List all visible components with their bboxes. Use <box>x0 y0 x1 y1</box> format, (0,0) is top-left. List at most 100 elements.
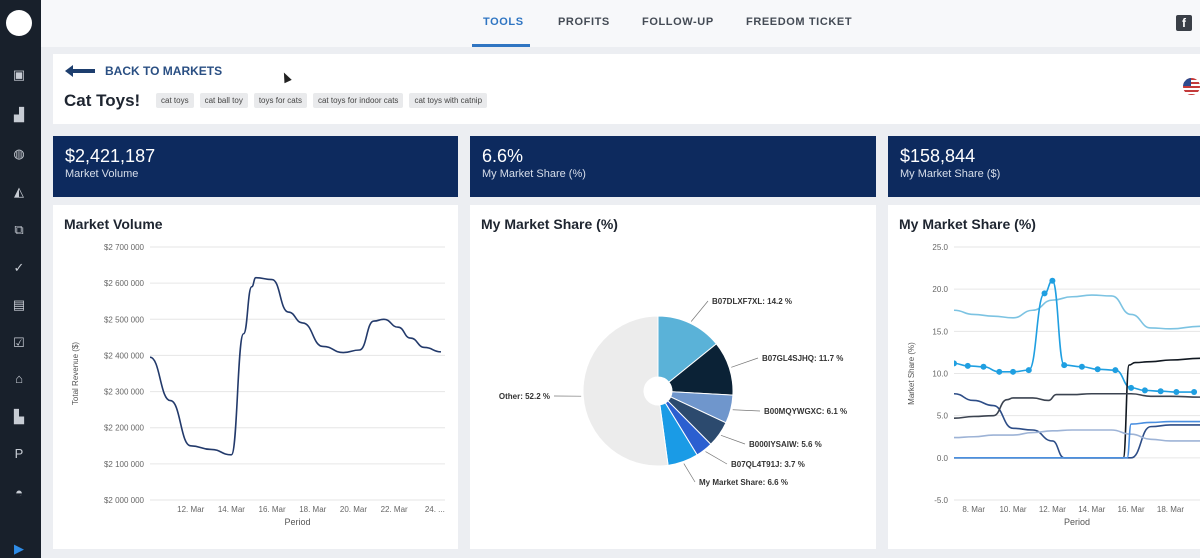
pie-label-leader <box>683 463 696 483</box>
top-nav: TOOLS PROFITS FOLLOW-UP FREEDOM TICKET <box>41 0 1200 47</box>
x-axis-label: Period <box>284 517 310 527</box>
market-volume-chart[interactable]: $2 000 000 $2 100 000 $2 200 000 $2 300 000… <box>53 205 458 549</box>
arrow-left-icon <box>65 64 95 78</box>
x-tick-label: 12. Mar <box>1039 505 1066 514</box>
kpi-market-share-pct: 6.6% My Market Share (%) <box>470 136 876 197</box>
data-point <box>1173 389 1180 396</box>
pie-label-leader <box>731 357 759 368</box>
keyword-chip[interactable]: cat toys for indoor cats <box>312 93 404 108</box>
truck-icon[interactable]: ▙ <box>14 409 24 424</box>
y-tick-label: 15.0 <box>932 327 948 336</box>
y-axis-label: Market Share (%) <box>907 342 916 405</box>
chart-title: My Market Share (%) <box>481 216 618 232</box>
lamp-icon[interactable]: ◓ <box>15 485 23 500</box>
x-tick-label: 18. Mar <box>1157 505 1184 514</box>
sidebar: ▣ ▟ ◍ ◭ ⧉ ✓ ▤ ☑ ⌂ ▙ P ◓ ▶ <box>0 0 41 558</box>
y-tick-label: 20.0 <box>932 285 948 294</box>
pie-slice <box>582 315 669 467</box>
data-point <box>1112 367 1119 374</box>
y-tick-label: $2 400 000 <box>104 351 145 360</box>
facebook-icon[interactable]: f <box>1176 15 1192 31</box>
x-tick-label: 12. Mar <box>177 505 204 514</box>
y-tick-label: $2 500 000 <box>104 315 145 324</box>
x-tick-label: 10. Mar <box>999 505 1026 514</box>
tab-profits[interactable]: PROFITS <box>558 16 610 28</box>
data-point <box>1128 384 1135 391</box>
pie-slice-label: B07DLXF7XL: 14.2 % <box>712 297 792 306</box>
play-icon[interactable]: ▶ <box>14 541 24 556</box>
plot-area <box>150 276 441 456</box>
keyword-chip[interactable]: cat ball toy <box>199 93 248 108</box>
market-share-pie-chart[interactable]: B07DLXF7XL: 14.2 % B07GL4SJHQ: 11.7 % B00M… <box>470 205 876 549</box>
market-header: BACK TO MARKETS Cat Toys! cat toys cat b… <box>53 54 1200 124</box>
kpi-label: My Market Share ($) <box>900 168 1001 180</box>
data-point <box>1078 363 1085 370</box>
data-point <box>1041 290 1048 297</box>
tab-freedom-ticket[interactable]: FREEDOM TICKET <box>746 16 853 28</box>
y-tick-label: 25.0 <box>932 243 948 252</box>
pie-slice <box>657 315 718 383</box>
y-tick-label: $2 200 000 <box>104 424 145 433</box>
pie-label-leader <box>690 300 709 322</box>
data-point <box>1094 366 1101 373</box>
kpi-value: $2,421,187 <box>65 146 156 166</box>
us-flag-icon[interactable] <box>1183 78 1200 95</box>
data-point <box>1191 389 1198 396</box>
y-axis-label: Total Revenue ($) <box>71 342 80 405</box>
data-point <box>1157 388 1164 395</box>
tab-follow-up[interactable]: FOLLOW-UP <box>642 16 714 28</box>
document-icon[interactable]: ▤ <box>12 297 26 312</box>
kpi-value: 6.6% <box>482 146 524 166</box>
data-point <box>980 363 987 370</box>
chart-title: Market Volume <box>64 216 163 232</box>
data-point <box>1025 367 1032 374</box>
y-tick-label: $2 100 000 <box>104 460 145 469</box>
tab-tools[interactable]: TOOLS <box>483 16 524 28</box>
pie-slice-label: B07GL4SJHQ: 11.7 % <box>762 354 843 363</box>
data-point <box>996 368 1003 375</box>
y-tick-label: 5.0 <box>937 412 949 421</box>
x-tick-label: 14. Mar <box>218 505 245 514</box>
pie-label-leader <box>720 435 746 445</box>
x-tick-label: 18. Mar <box>299 505 326 514</box>
app-logo-icon[interactable] <box>6 10 32 36</box>
series-line-pale-blue <box>954 429 1200 442</box>
series-line-Market Volume <box>150 276 441 456</box>
x-axis-label: Period <box>1064 517 1090 527</box>
back-label: BACK TO MARKETS <box>105 64 223 78</box>
keyword-chip[interactable]: toys for cats <box>253 93 307 108</box>
data-point <box>964 362 971 369</box>
keyword-chip[interactable]: cat toys with catnip <box>409 93 488 108</box>
resize-icon[interactable]: ⧉ <box>14 222 24 237</box>
plot-area <box>954 277 1200 459</box>
market-share-line-chart[interactable]: -5.0 0.0 5.0 10.0 15.0 20.0 25.0 8. Mar 10. Mar 1… <box>888 205 1200 549</box>
bar-chart-icon[interactable]: ▟ <box>14 107 24 122</box>
kpi-market-volume: $2,421,187 Market Volume <box>53 136 458 197</box>
kpi-market-share-usd: $158,844 My Market Share ($) <box>888 136 1200 197</box>
kpi-label: Market Volume <box>65 168 139 180</box>
y-tick-label: $2 600 000 <box>104 279 145 288</box>
pie-slice-label: B07QL4T91J: 3.7 % <box>731 460 805 469</box>
pie-label-leader <box>732 409 761 412</box>
pie-slice-label: My Market Share: 6.6 % <box>699 478 788 487</box>
series-line-light <box>954 294 1200 330</box>
parking-icon[interactable]: P <box>14 446 24 461</box>
data-point <box>1010 368 1017 375</box>
area-chart-icon[interactable]: ◭ <box>14 184 24 199</box>
series-line-mid-blue <box>954 420 1200 459</box>
back-to-markets-link[interactable]: BACK TO MARKETS <box>65 64 222 78</box>
checklist-icon[interactable]: ☑ <box>13 335 25 350</box>
x-tick-label: 16. Mar <box>1118 505 1145 514</box>
globe-icon[interactable]: ◍ <box>13 146 25 161</box>
x-tick-label: 24. ... <box>425 505 445 514</box>
keyword-chip[interactable]: cat toys <box>156 93 194 108</box>
y-tick-label: 10.0 <box>932 370 948 379</box>
pie-slice-label: B000IYSAIW: 5.6 % <box>749 440 822 449</box>
market-volume-panel: Market Volume $2 000 000 $2 100 000 $2 200… <box>53 205 458 549</box>
check-circle-icon[interactable]: ✓ <box>13 260 25 275</box>
box-icon[interactable]: ▣ <box>12 67 26 82</box>
x-tick-label: 8. Mar <box>962 505 985 514</box>
market-share-line-panel: My Market Share (%) -5.0 0.0 5.0 10.0 15.0 20… <box>888 205 1200 549</box>
active-tab-indicator <box>472 44 530 47</box>
store-icon[interactable]: ⌂ <box>15 371 23 386</box>
